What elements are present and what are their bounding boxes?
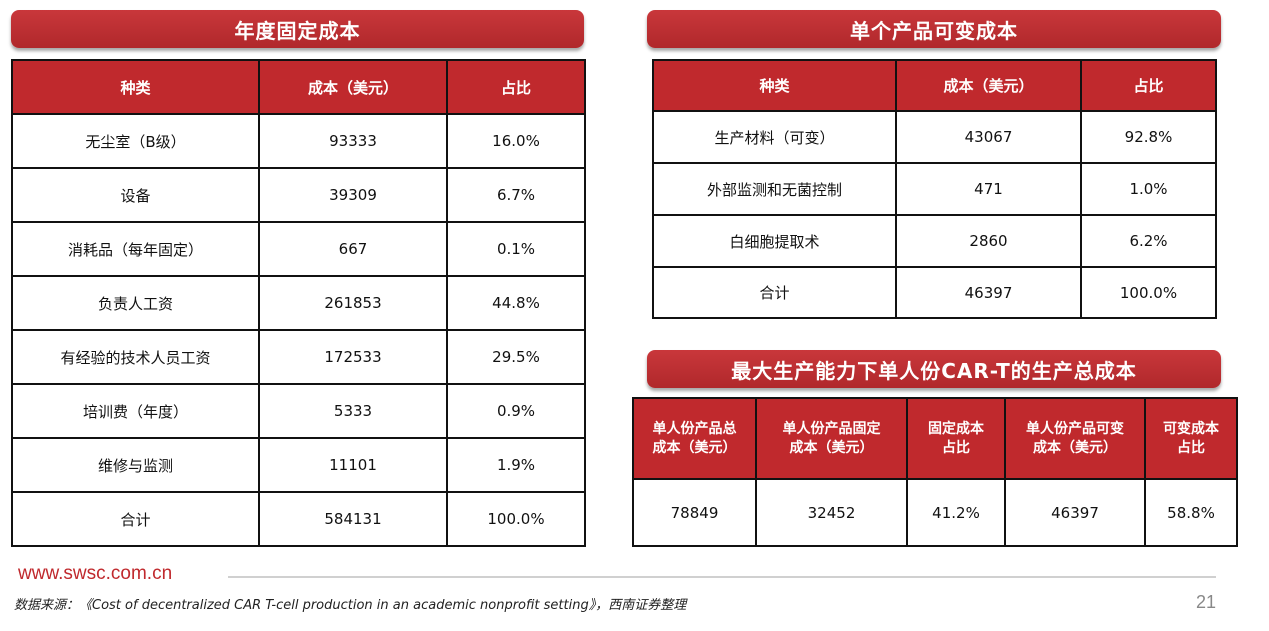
- header-total-cost: 单人份产品总 成本（美元）: [632, 397, 757, 480]
- variable-cost-table: 种类 成本（美元） 占比 生产材料（可变） 43067 92.8% 外部监测和无…: [652, 59, 1217, 319]
- cell-cost: 261853: [258, 275, 448, 331]
- header-fixed-share: 固定成本 占比: [906, 397, 1006, 480]
- cell-variable-share: 58.8%: [1144, 478, 1238, 547]
- cell-cost: 11101: [258, 437, 448, 493]
- cell-category: 白细胞提取术: [652, 214, 897, 268]
- table-row: 维修与监测 11101 1.9%: [11, 437, 586, 493]
- cell-cost: 46397: [895, 266, 1082, 319]
- cell-category: 维修与监测: [11, 437, 260, 493]
- cell-category: 外部监测和无菌控制: [652, 162, 897, 216]
- cell-category: 生产材料（可变）: [652, 110, 897, 164]
- cell-share: 0.9%: [446, 383, 586, 439]
- cell-category: 消耗品（每年固定）: [11, 221, 260, 277]
- table-row: 无尘室（B级） 93333 16.0%: [11, 113, 586, 169]
- page-number: 21: [1196, 592, 1217, 612]
- cell-share: 44.8%: [446, 275, 586, 331]
- cell-share: 29.5%: [446, 329, 586, 385]
- total-cost-table: 单人份产品总 成本（美元） 单人份产品固定 成本（美元） 固定成本 占比 单人份…: [632, 397, 1238, 547]
- table-total-row: 合计 584131 100.0%: [11, 491, 586, 547]
- header-variable-cost: 单人份产品可变 成本（美元）: [1004, 397, 1146, 480]
- fixed-cost-table: 种类 成本（美元） 占比 无尘室（B级） 93333 16.0% 设备 3930…: [11, 59, 586, 547]
- table-row: 设备 39309 6.7%: [11, 167, 586, 223]
- cell-cost: 93333: [258, 113, 448, 169]
- cell-category: 合计: [11, 491, 260, 547]
- cell-category: 负责人工资: [11, 275, 260, 331]
- header-variable-share: 可变成本 占比: [1144, 397, 1238, 480]
- cell-share: 0.1%: [446, 221, 586, 277]
- cell-cost: 471: [895, 162, 1082, 216]
- cell-share: 100.0%: [446, 491, 586, 547]
- cell-cost: 584131: [258, 491, 448, 547]
- table-row: 白细胞提取术 2860 6.2%: [652, 214, 1217, 268]
- cell-total-cost: 78849: [632, 478, 757, 547]
- table-header-row: 种类 成本（美元） 占比: [11, 59, 586, 115]
- table-row: 负责人工资 261853 44.8%: [11, 275, 586, 331]
- cell-share: 100.0%: [1080, 266, 1217, 319]
- table-header-row: 种类 成本（美元） 占比: [652, 59, 1217, 112]
- cell-share: 16.0%: [446, 113, 586, 169]
- cell-fixed-cost: 32452: [755, 478, 908, 547]
- cell-category: 无尘室（B级）: [11, 113, 260, 169]
- table-row: 78849 32452 41.2% 46397 58.8%: [632, 478, 1238, 547]
- cell-category: 培训费（年度）: [11, 383, 260, 439]
- header-share: 占比: [1080, 59, 1217, 112]
- cell-variable-cost: 46397: [1004, 478, 1146, 547]
- header-cost: 成本（美元）: [895, 59, 1082, 112]
- cell-cost: 39309: [258, 167, 448, 223]
- cell-cost: 43067: [895, 110, 1082, 164]
- header-category: 种类: [11, 59, 260, 115]
- table-header-row: 单人份产品总 成本（美元） 单人份产品固定 成本（美元） 固定成本 占比 单人份…: [632, 397, 1238, 480]
- table-row: 生产材料（可变） 43067 92.8%: [652, 110, 1217, 164]
- cell-cost: 667: [258, 221, 448, 277]
- cell-share: 1.0%: [1080, 162, 1217, 216]
- cell-cost: 5333: [258, 383, 448, 439]
- cell-share: 1.9%: [446, 437, 586, 493]
- header-fixed-cost: 单人份产品固定 成本（美元）: [755, 397, 908, 480]
- fixed-cost-title: 年度固定成本: [11, 10, 584, 48]
- cell-category: 设备: [11, 167, 260, 223]
- footer-divider: [228, 576, 1216, 578]
- cell-share: 6.7%: [446, 167, 586, 223]
- table-row: 消耗品（每年固定） 667 0.1%: [11, 221, 586, 277]
- header-cost: 成本（美元）: [258, 59, 448, 115]
- cell-category: 合计: [652, 266, 897, 319]
- table-row: 有经验的技术人员工资 172533 29.5%: [11, 329, 586, 385]
- cell-category: 有经验的技术人员工资: [11, 329, 260, 385]
- table-row: 外部监测和无菌控制 471 1.0%: [652, 162, 1217, 216]
- table-total-row: 合计 46397 100.0%: [652, 266, 1217, 319]
- table-row: 培训费（年度） 5333 0.9%: [11, 383, 586, 439]
- cell-share: 6.2%: [1080, 214, 1217, 268]
- source-note: 数据来源：《Cost of decentralized CAR T-cell p…: [14, 598, 687, 613]
- header-category: 种类: [652, 59, 897, 112]
- cell-cost: 2860: [895, 214, 1082, 268]
- cell-cost: 172533: [258, 329, 448, 385]
- total-cost-title: 最大生产能力下单人份CAR-T的生产总成本: [647, 350, 1221, 388]
- footer-website[interactable]: www.swsc.com.cn: [18, 563, 173, 584]
- cell-share: 92.8%: [1080, 110, 1217, 164]
- header-share: 占比: [446, 59, 586, 115]
- cell-fixed-share: 41.2%: [906, 478, 1006, 547]
- variable-cost-title: 单个产品可变成本: [647, 10, 1221, 48]
